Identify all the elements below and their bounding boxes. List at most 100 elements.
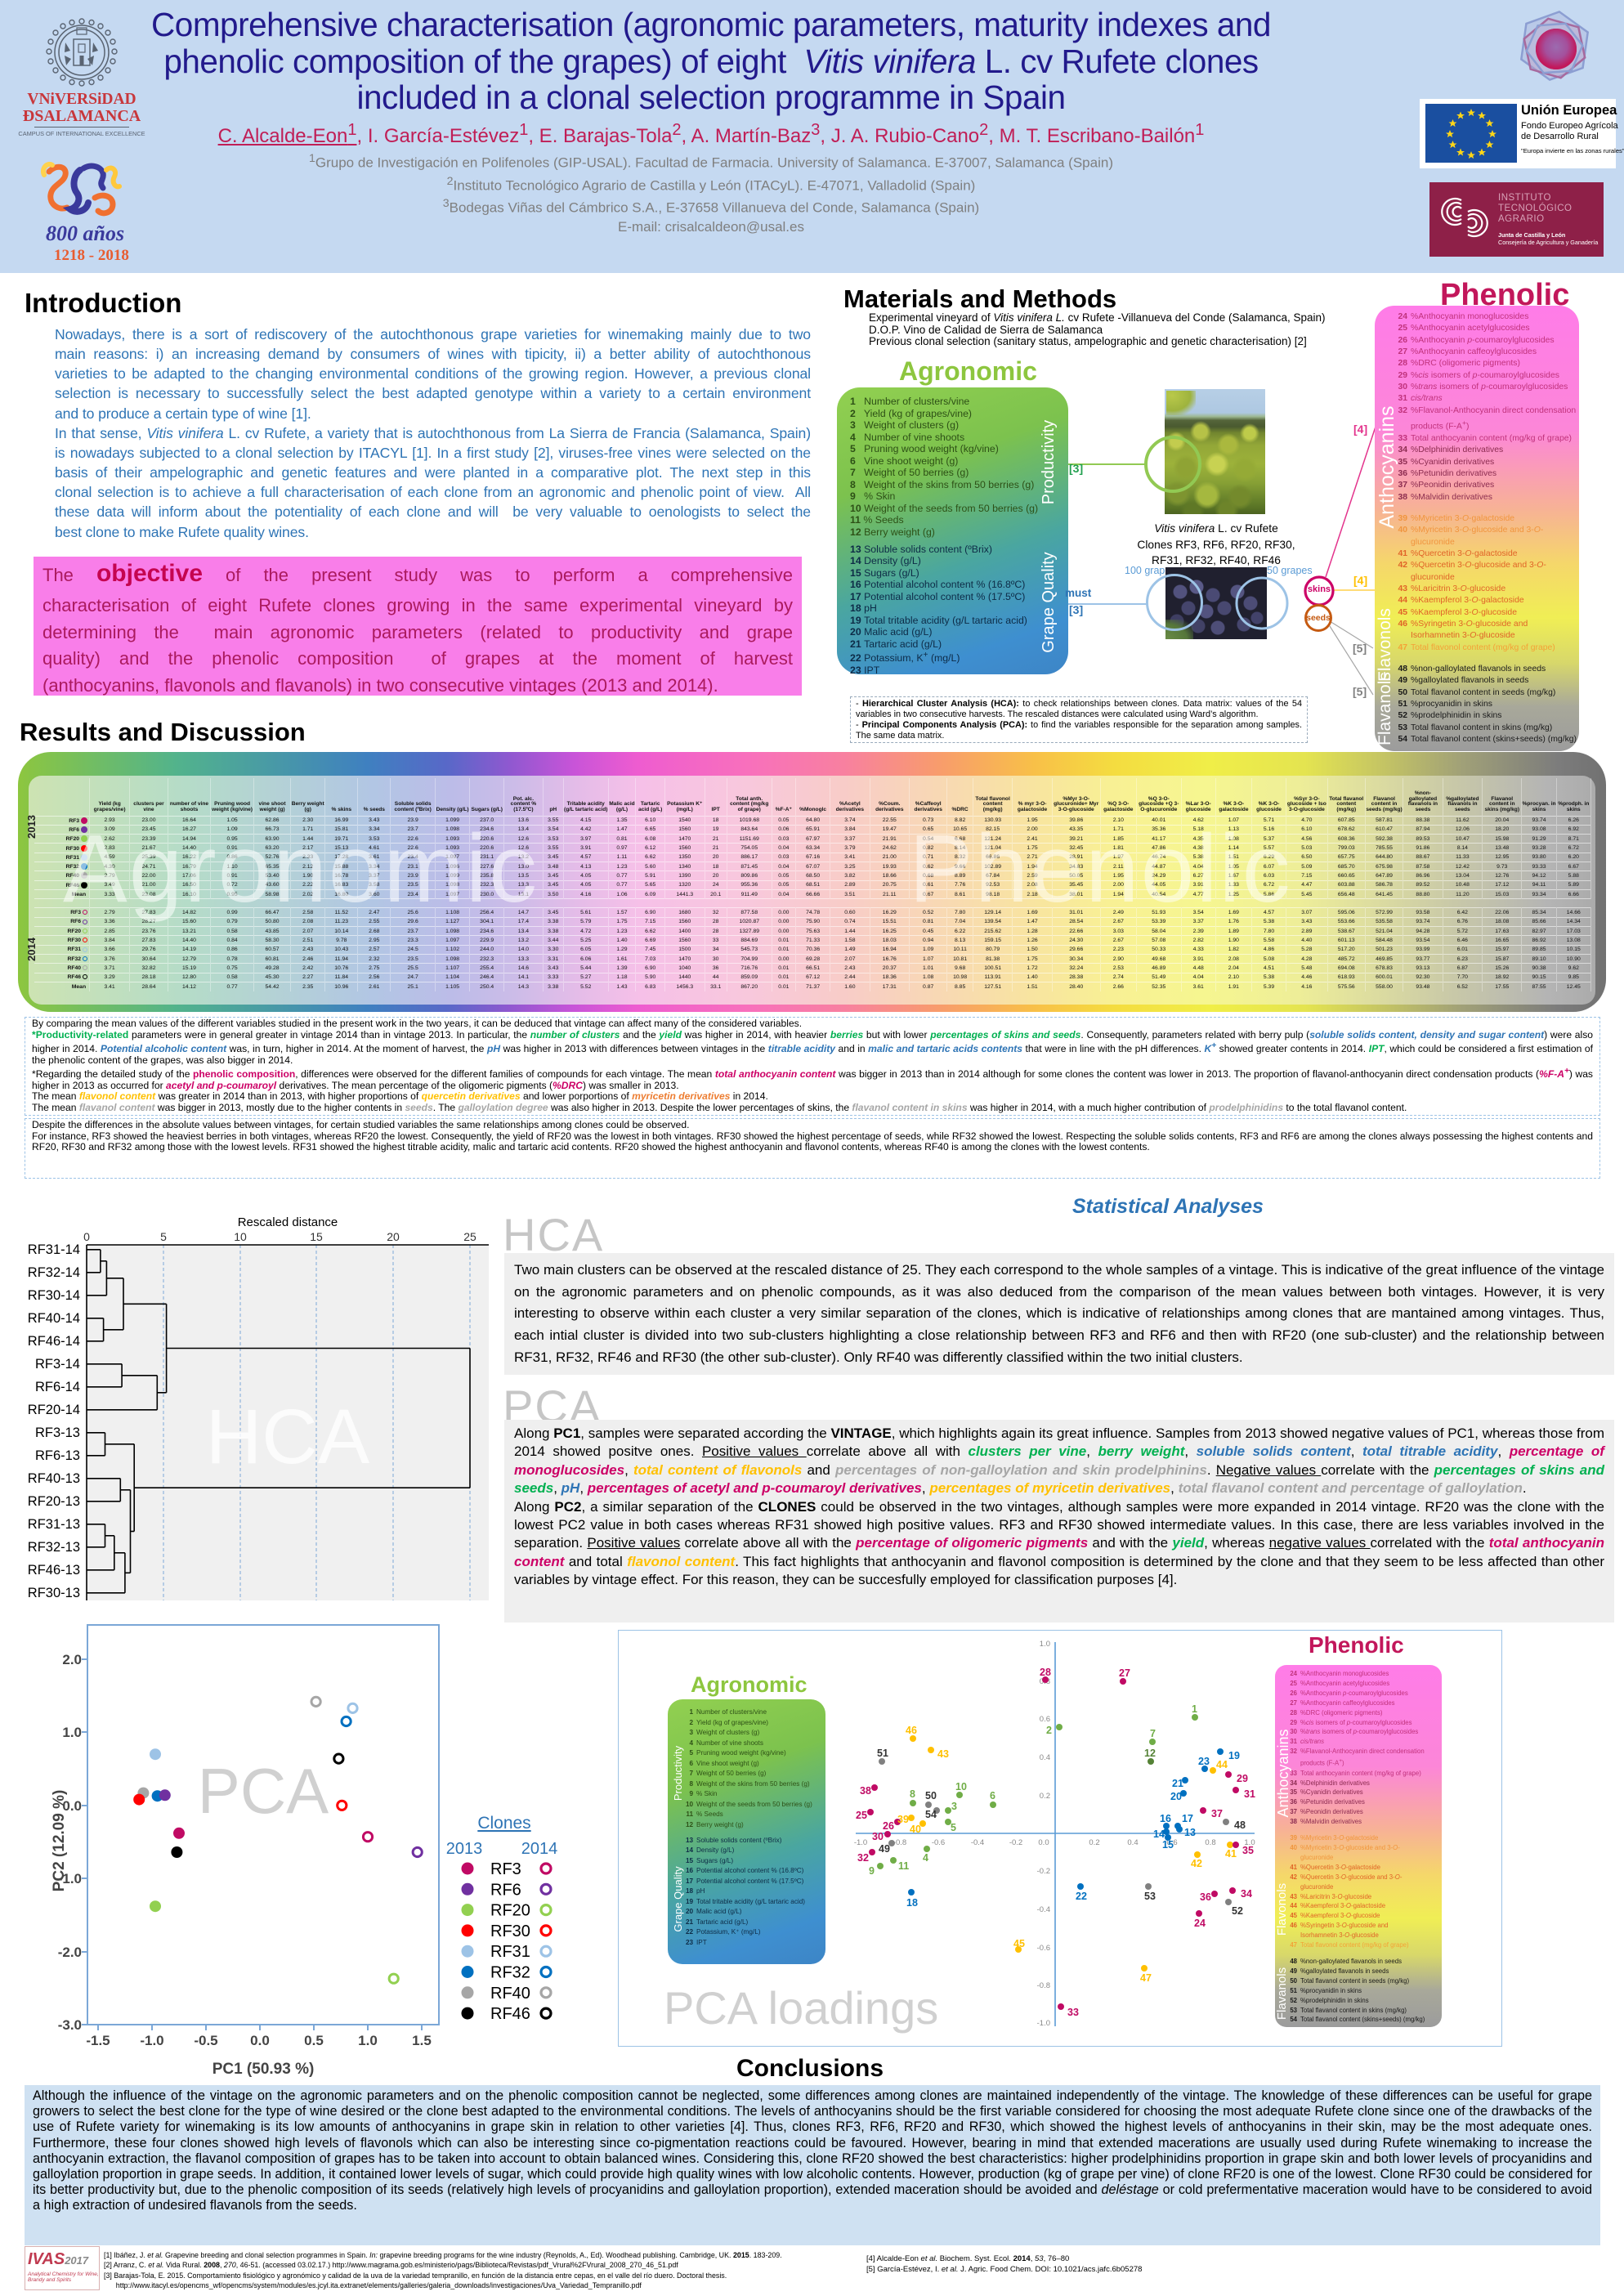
svg-text:RF32: RF32: [490, 1964, 530, 1982]
svg-text:-0.8: -0.8: [1037, 1981, 1050, 1990]
svg-text:0.0: 0.0: [1038, 1838, 1049, 1847]
svg-text:3: 3: [951, 1801, 957, 1812]
svg-text:5: 5: [160, 1230, 167, 1243]
svg-text:49: 49: [879, 1843, 890, 1855]
svg-text:RF3-14: RF3-14: [35, 1357, 80, 1372]
svg-text:2.0: 2.0: [62, 1652, 82, 1667]
svg-text:RF46-13: RF46-13: [28, 1563, 80, 1578]
svg-text:RF6-14: RF6-14: [35, 1380, 80, 1394]
svg-text:RF31-14: RF31-14: [28, 1242, 80, 1257]
svg-text:-0.6: -0.6: [932, 1838, 945, 1847]
svg-text:25: 25: [856, 1810, 867, 1821]
svg-text:16: 16: [1160, 1813, 1171, 1824]
svg-text:RF40: RF40: [490, 1985, 530, 2003]
svg-text:54: 54: [925, 1809, 937, 1820]
svg-text:RF30-14: RF30-14: [28, 1288, 80, 1303]
svg-text:20: 20: [387, 1230, 400, 1243]
svg-text:0.6: 0.6: [1040, 1715, 1050, 1724]
svg-text:-1.0: -1.0: [58, 1871, 82, 1886]
svg-text:1.5: 1.5: [412, 2033, 432, 2048]
svg-text:800 años: 800 años: [46, 222, 124, 245]
svg-text:42: 42: [1191, 1858, 1202, 1869]
svg-text:18: 18: [906, 1897, 918, 1909]
svg-text:25: 25: [463, 1230, 476, 1243]
svg-text:10: 10: [234, 1230, 247, 1243]
svg-text:RF3: RF3: [490, 1860, 521, 1878]
svg-text:28: 28: [1040, 1667, 1051, 1678]
svg-text:PCA: PCA: [198, 1755, 329, 1827]
svg-text:HCA: HCA: [206, 1394, 370, 1480]
svg-text:15: 15: [1162, 1839, 1174, 1851]
svg-text:48: 48: [1234, 1819, 1246, 1831]
svg-text:1.0: 1.0: [1040, 1640, 1050, 1649]
svg-text:21: 21: [1172, 1778, 1183, 1789]
svg-text:0.4: 0.4: [1127, 1838, 1138, 1847]
svg-text:-0.6: -0.6: [1037, 1944, 1050, 1953]
svg-text:-0.4: -0.4: [1037, 1905, 1050, 1914]
svg-text:RF6: RF6: [490, 1881, 521, 1899]
svg-text:RF31: RF31: [490, 1943, 530, 1961]
svg-text:8: 8: [910, 1788, 915, 1800]
svg-text:0.4: 0.4: [1040, 1753, 1050, 1762]
svg-text:-0.8: -0.8: [893, 1838, 906, 1847]
svg-text:34: 34: [1241, 1888, 1252, 1900]
svg-text:RF6-13: RF6-13: [35, 1448, 80, 1463]
svg-text:0.2: 0.2: [1089, 1838, 1099, 1847]
svg-text:39: 39: [897, 1814, 909, 1825]
svg-text:1218 - 2018: 1218 - 2018: [54, 247, 129, 264]
svg-text:51: 51: [877, 1748, 888, 1759]
svg-text:35: 35: [1242, 1845, 1254, 1856]
svg-text:41: 41: [1225, 1848, 1237, 1860]
svg-text:-0.2: -0.2: [1009, 1838, 1022, 1847]
svg-text:RF30: RF30: [490, 1922, 530, 1940]
svg-text:0.0: 0.0: [62, 1798, 82, 1814]
svg-text:30: 30: [872, 1831, 884, 1842]
svg-text:15: 15: [310, 1230, 323, 1243]
svg-text:0.0: 0.0: [250, 2033, 270, 2048]
svg-text:PC2 (12.09 %): PC2 (12.09 %): [51, 1790, 68, 1892]
svg-text:0.5: 0.5: [304, 2033, 324, 2048]
svg-text:14: 14: [1153, 1828, 1165, 1840]
svg-text:33: 33: [1067, 2007, 1079, 2018]
svg-text:1.0: 1.0: [358, 2033, 378, 2048]
svg-text:29: 29: [1237, 1773, 1248, 1784]
svg-text:6: 6: [990, 1790, 995, 1801]
svg-text:-0.5: -0.5: [194, 2033, 217, 2048]
svg-text:RF46-14: RF46-14: [28, 1334, 80, 1349]
svg-text:52: 52: [1232, 1905, 1243, 1917]
svg-text:RF40-14: RF40-14: [28, 1311, 80, 1326]
svg-text:45: 45: [1013, 1938, 1025, 1949]
svg-text:0: 0: [83, 1230, 90, 1243]
svg-text:37: 37: [1211, 1808, 1223, 1819]
svg-text:22: 22: [1076, 1891, 1087, 1902]
svg-text:-1.0: -1.0: [140, 2033, 163, 2048]
svg-text:27: 27: [1119, 1667, 1130, 1679]
svg-text:RF20-13: RF20-13: [28, 1494, 80, 1509]
svg-text:5: 5: [951, 1822, 956, 1833]
svg-text:23: 23: [1198, 1756, 1210, 1767]
svg-text:40: 40: [910, 1824, 921, 1835]
svg-text:RF40-13: RF40-13: [28, 1471, 80, 1486]
svg-text:43: 43: [937, 1748, 949, 1760]
svg-text:-2.0: -2.0: [58, 1945, 82, 1960]
svg-text:RF32-13: RF32-13: [28, 1540, 80, 1555]
svg-text:PC1 (50.93 %): PC1 (50.93 %): [213, 2061, 315, 2078]
svg-text:RF20-14: RF20-14: [28, 1403, 80, 1417]
svg-text:50: 50: [925, 1790, 937, 1801]
svg-text:11: 11: [898, 1860, 909, 1872]
svg-text:4: 4: [923, 1852, 928, 1864]
svg-text:-3.0: -3.0: [58, 2017, 82, 2033]
svg-text:2: 2: [1046, 1725, 1052, 1736]
svg-text:32: 32: [857, 1852, 869, 1864]
svg-text:-0.2: -0.2: [1037, 1867, 1050, 1876]
svg-text:2013: 2013: [446, 1840, 483, 1858]
svg-text:-0.4: -0.4: [971, 1838, 984, 1847]
svg-text:1.0: 1.0: [1244, 1838, 1255, 1847]
svg-text:19: 19: [1228, 1750, 1240, 1761]
svg-text:RF20: RF20: [490, 1902, 530, 1920]
svg-text:9: 9: [869, 1865, 875, 1877]
svg-text:53: 53: [1144, 1891, 1156, 1902]
svg-text:0.2: 0.2: [1040, 1792, 1050, 1801]
svg-text:38: 38: [860, 1785, 871, 1797]
svg-text:RF30-13: RF30-13: [28, 1586, 80, 1600]
